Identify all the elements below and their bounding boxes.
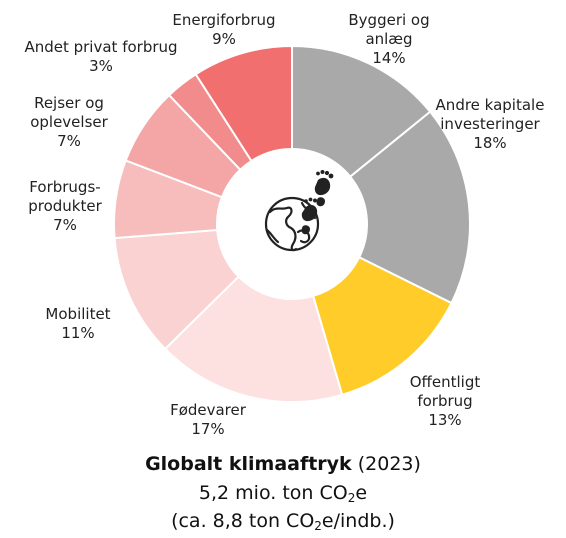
slice-name-label: Forbrugs-: [29, 178, 100, 196]
globe-footprint-icon: [264, 170, 334, 252]
slice-name-label: oplevelser: [30, 113, 108, 131]
slice-name-label: Fødevarer: [170, 401, 247, 419]
slice-name-label: Andet privat forbrug: [24, 38, 177, 56]
slice-name-label: forbrug: [417, 392, 472, 410]
caption-per-capita-post: e/indb.): [321, 510, 395, 532]
slice-name-label: produkter: [28, 197, 102, 215]
slice-name-label: Mobilitet: [45, 305, 110, 323]
slice-name-label: Energiforbrug: [172, 11, 275, 29]
slice-value-label: 3%: [89, 57, 113, 75]
slice-value-label: 17%: [191, 420, 224, 438]
slice-value-label: 7%: [57, 132, 81, 150]
caption-title-bold: Globalt klimaaftryk: [145, 453, 352, 475]
caption-total-pre: 5,2 mio. ton CO: [198, 482, 348, 504]
slice-value-label: 13%: [428, 411, 461, 429]
slice-byggeri-og-anlæg: [291, 44, 432, 179]
slice-name-label: Andre kapitale: [436, 96, 545, 114]
slice-energiforbrug: [194, 44, 293, 163]
caption-per-capita: (ca. 8,8 ton CO2e/indb.): [0, 510, 566, 533]
slice-name-label: Offentligt: [410, 373, 481, 391]
caption-title: Globalt klimaaftryk (2023): [0, 453, 566, 475]
slice-offentligt-forbrug: [311, 255, 453, 397]
slice-value-label: 14%: [372, 49, 405, 67]
slice-name-label: investeringer: [440, 115, 540, 133]
caption-total: 5,2 mio. ton CO2e: [0, 482, 566, 505]
caption-per-capita-pre: (ca. 8,8 ton CO: [171, 510, 315, 532]
slice-value-label: 7%: [53, 216, 77, 234]
slice-value-label: 11%: [61, 324, 94, 342]
caption-total-sub: 2: [347, 491, 356, 505]
slice-fødevarer: [163, 275, 344, 403]
slice-name-label: Byggeri og: [348, 11, 429, 29]
slice-value-label: 9%: [212, 30, 236, 48]
slice-name-label: Rejser og: [34, 94, 104, 112]
slice-name-label: anlæg: [365, 30, 412, 48]
caption-total-post: e: [355, 482, 368, 504]
caption-per-capita-sub: 2: [314, 519, 322, 533]
slice-value-label: 18%: [473, 134, 506, 152]
slice-andre-kapitale-investeringer: [348, 110, 471, 305]
caption-title-year: (2023): [357, 453, 421, 475]
